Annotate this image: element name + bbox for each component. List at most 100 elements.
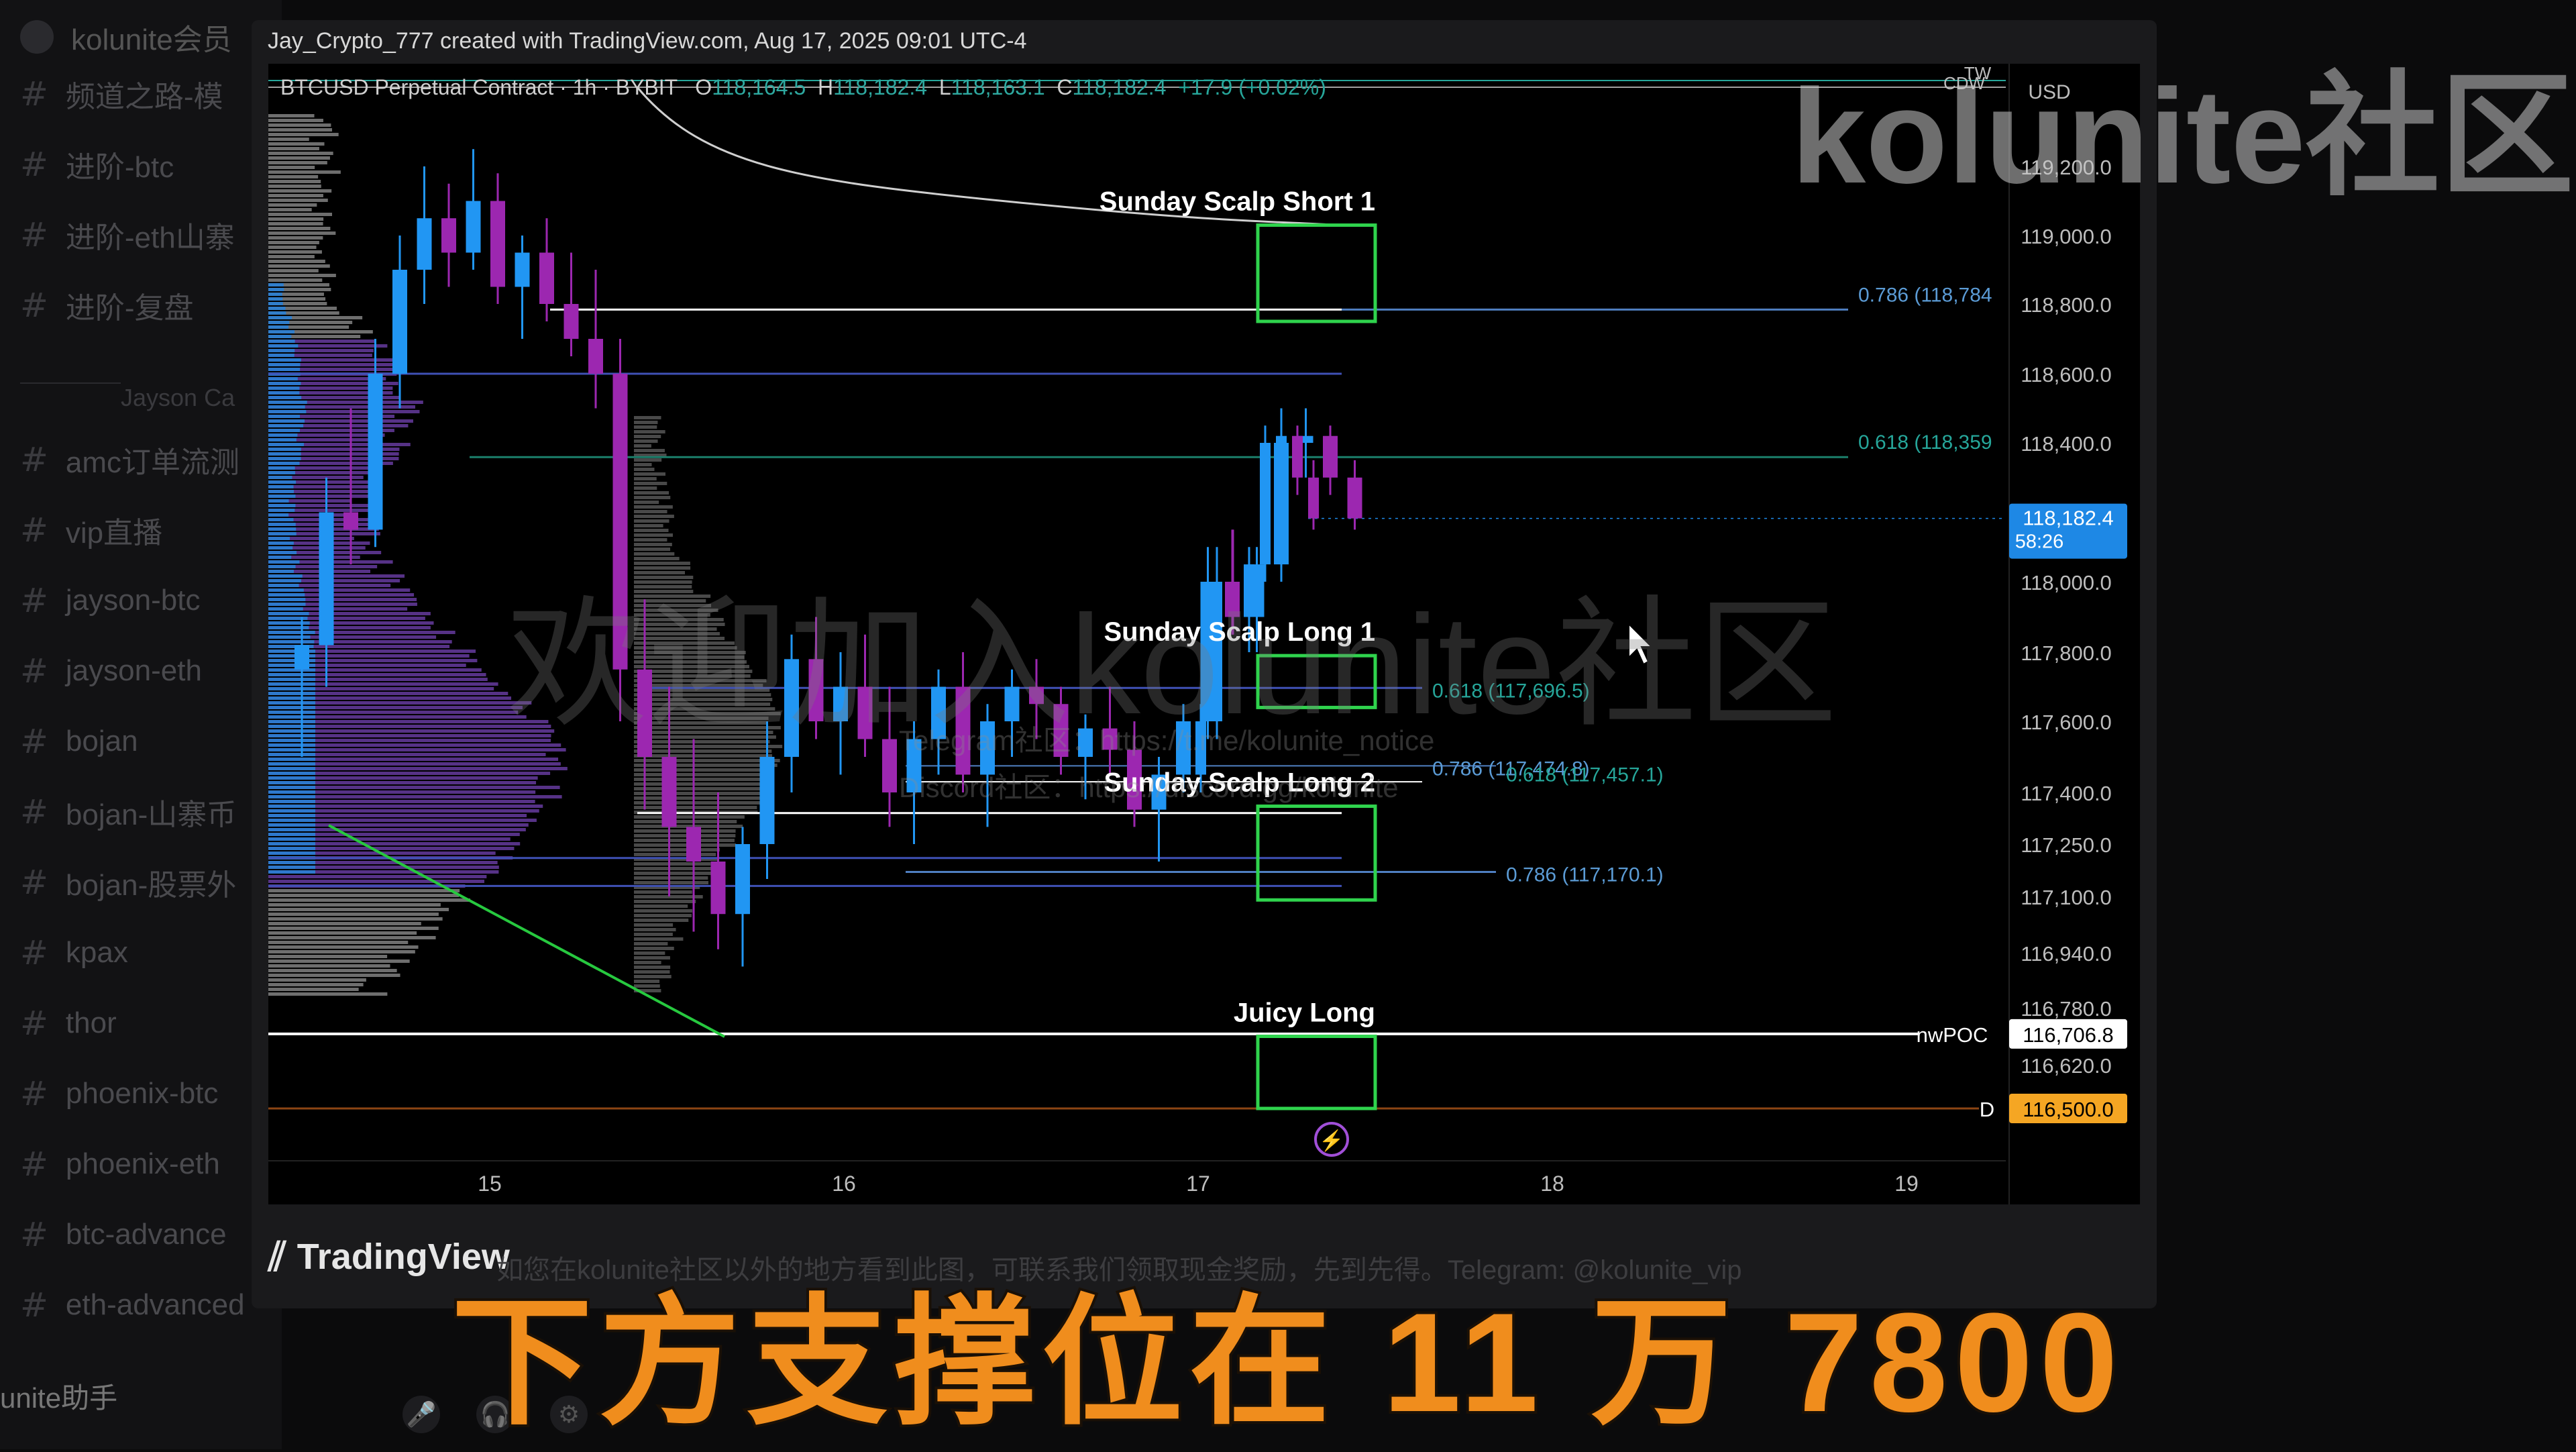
profile-bar xyxy=(268,974,400,977)
candle-body xyxy=(711,862,726,914)
profile-bar-value-area xyxy=(268,335,291,338)
profile-bar-value-area xyxy=(268,354,294,357)
profile-bar-value-area xyxy=(268,363,301,366)
profile-bar xyxy=(268,931,417,935)
profile-bar-value-area xyxy=(268,471,295,474)
candle-body xyxy=(368,374,383,529)
profile-bar xyxy=(268,128,332,132)
profile-bar xyxy=(634,806,757,809)
time-tick-label: 17 xyxy=(1186,1172,1210,1196)
profile-bar-value-area xyxy=(268,753,315,756)
profile-bar xyxy=(268,189,331,193)
profile-bar xyxy=(634,792,770,795)
profile-bar xyxy=(634,533,673,537)
profile-bar xyxy=(634,975,672,978)
profile-bar-value-area xyxy=(268,429,300,432)
profile-bar-value-area xyxy=(268,565,296,568)
profile-bar xyxy=(634,491,669,495)
profile-bar xyxy=(268,950,415,953)
profile-bar xyxy=(634,768,765,772)
profile-bar xyxy=(268,138,309,141)
profile-bar-value-area xyxy=(268,800,315,803)
profile-bar-value-area xyxy=(268,837,315,841)
lightning-glyph: ⚡ xyxy=(1319,1129,1344,1153)
profile-bar xyxy=(268,264,330,268)
profile-bar xyxy=(268,922,421,925)
profile-bar xyxy=(634,867,715,870)
candle-body xyxy=(588,339,603,374)
profile-bar-value-area xyxy=(268,288,284,291)
profile-bar-value-area xyxy=(268,823,315,827)
profile-bar xyxy=(634,942,667,945)
profile-bar-value-area xyxy=(268,790,315,794)
profile-bar xyxy=(634,919,688,922)
profile-bar xyxy=(268,170,341,174)
profile-bar-value-area xyxy=(268,396,301,399)
profile-bar-value-area xyxy=(268,297,282,301)
profile-bar xyxy=(634,900,696,903)
profile-bar xyxy=(634,510,667,513)
profile-bar-value-area xyxy=(268,851,315,855)
profile-bar-value-area xyxy=(268,307,285,310)
profile-bar-value-area xyxy=(268,725,315,728)
profile-bar-value-area xyxy=(268,805,315,808)
profile-bar-value-area xyxy=(268,443,304,446)
profile-bar xyxy=(634,444,651,448)
daily-value: 116,500.0 xyxy=(2023,1098,2114,1121)
candle-body xyxy=(490,201,505,287)
nwpoc-label: nwPOC xyxy=(1917,1023,1988,1047)
profile-bar xyxy=(634,759,780,762)
discord-watermark: Discord社区：https://discord.gg/kolunite xyxy=(899,765,1399,806)
profile-bar xyxy=(634,937,683,941)
profile-bar xyxy=(268,964,390,968)
profile-bar xyxy=(268,988,359,991)
profile-bar xyxy=(634,529,669,532)
profile-bar xyxy=(634,439,658,443)
profile-bar xyxy=(268,889,460,892)
profile-bar-value-area xyxy=(268,711,315,714)
profile-bar xyxy=(634,956,670,960)
profile-bar xyxy=(634,923,673,927)
profile-bar xyxy=(634,904,688,908)
profile-bar-value-area xyxy=(268,340,295,343)
profile-bar-value-area xyxy=(268,560,299,564)
profile-bar xyxy=(268,185,321,188)
profile-bar-value-area xyxy=(268,391,299,395)
profile-bar xyxy=(634,787,767,790)
profile-bar xyxy=(268,260,325,263)
profile-bar-value-area xyxy=(268,758,315,761)
profile-bar-value-area xyxy=(268,302,283,305)
candle-body xyxy=(662,757,677,827)
close-value: 118,182.4 xyxy=(1073,75,1167,99)
profile-bar xyxy=(268,936,436,939)
profile-bar-value-area xyxy=(268,847,315,850)
profile-bar xyxy=(268,133,339,136)
profile-bar xyxy=(634,468,654,471)
profile-bar-value-area xyxy=(268,541,294,545)
profile-bar-value-area xyxy=(268,640,314,643)
profile-bar xyxy=(634,834,735,837)
profile-bar xyxy=(268,983,364,986)
time-tick-label: 18 xyxy=(1540,1172,1564,1196)
profile-bar xyxy=(268,875,486,878)
profile-bar xyxy=(268,175,318,178)
profile-bar xyxy=(268,180,321,183)
profile-bar-value-area xyxy=(268,401,307,404)
profile-bar-value-area xyxy=(268,532,297,535)
candle-body xyxy=(564,304,579,339)
profile-bar-value-area xyxy=(268,509,294,512)
price-tick-label: 117,100.0 xyxy=(2021,886,2112,909)
profile-bar-value-area xyxy=(268,574,303,578)
profile-bar-value-area xyxy=(268,480,296,484)
time-tick-label: 15 xyxy=(478,1172,502,1196)
profile-bar xyxy=(634,961,661,964)
candle-body xyxy=(1348,478,1362,519)
time-tick-label: 19 xyxy=(1894,1172,1919,1196)
profile-bar-value-area xyxy=(268,452,301,456)
price-tick-label: 119,000.0 xyxy=(2021,225,2112,248)
profile-bar xyxy=(634,421,657,424)
profile-bar xyxy=(634,933,673,936)
profile-bar xyxy=(634,848,720,851)
zone-box xyxy=(1258,225,1375,321)
profile-bar xyxy=(268,960,410,963)
